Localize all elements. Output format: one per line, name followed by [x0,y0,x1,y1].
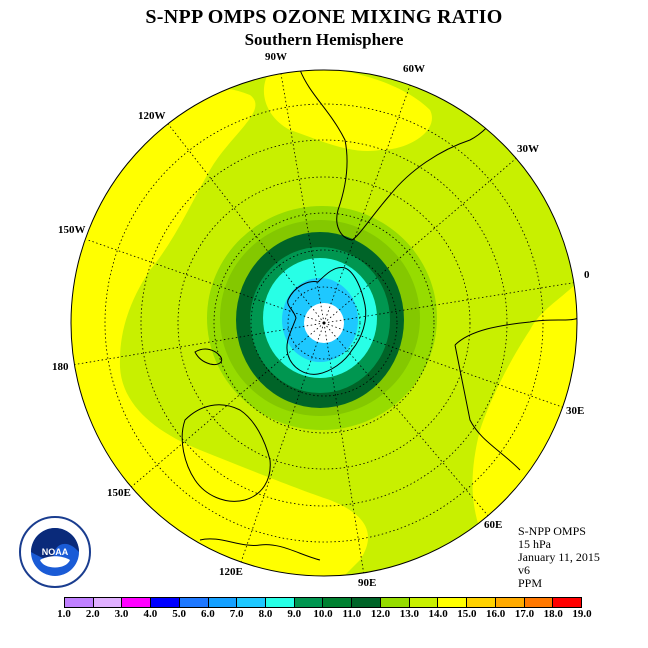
colorbar-swatch [237,597,267,608]
colorbar-swatch [380,597,410,608]
colorbar-swatch [266,597,295,608]
colorbar-swatch [294,597,324,608]
lon-label-90w: 90W [265,51,287,63]
lon-label-150w: 150W [58,224,86,236]
colorbar-swatch [409,597,439,608]
south-pole-marker [322,321,326,325]
colorbar-tick-label: 13.0 [399,608,419,620]
antarctica-coast [286,266,367,375]
colorbar-tick-label: 14.0 [428,608,448,620]
colorbar-tick-label: 3.0 [114,608,129,620]
pressure-level-label: 15 hPa [518,537,551,551]
version-label: v6 [518,563,530,577]
colorbar-swatch [208,597,238,608]
colorbar-tick-label: 19.0 [572,608,592,620]
instrument-label: S-NPP OMPS [518,524,586,538]
meridians [71,70,577,576]
colorbar-tick-label: 16.0 [486,608,506,620]
noaa-logo: NOAA [19,516,91,588]
lon-label-90e: 90E [358,577,377,589]
lon-label-0: 0 [584,269,590,281]
indonesia-coast [199,538,321,561]
lon-label-150e: 150E [107,487,131,499]
colorbar-tick-label: 9.0 [287,608,302,620]
colorbar-swatch [64,597,94,608]
field-13-14-north [264,70,432,151]
lon-label-30e: 30E [566,405,585,417]
field-13-14-west [71,86,369,576]
colorbar-tick-label: 12.0 [370,608,391,620]
colorbar-swatch [179,597,209,608]
colorbar-tick-label: 15.0 [457,608,477,620]
new-zealand-coast [194,348,223,365]
colorbar-swatch [524,597,554,608]
page-title: S-NPP OMPS OZONE MIXING RATIO [145,6,503,28]
latitude-circles [104,103,544,543]
colorbar-tick-label: 6.0 [201,608,215,620]
colorbar-swatch [495,597,525,608]
south-america-coast [299,70,521,241]
colorbar-tick-label: 18.0 [543,608,563,620]
colorbar-tick-label: 17.0 [514,608,535,620]
lon-label-120w: 120W [138,110,166,122]
lon-label-60w: 60W [403,63,425,75]
units-label: PPM [518,576,543,590]
lon-label-120e: 120E [219,566,243,578]
colorbar-swatch [151,597,180,608]
colorbar-tick-label: 5.0 [172,608,186,620]
svg-text:NOAA: NOAA [42,547,69,557]
colorbar-tick-label: 11.0 [342,608,362,620]
colorbar-swatch [323,597,353,608]
colorbar-tick-label: 8.0 [258,608,273,620]
metadata-block: S-NPP OMPS 15 hPa January 11, 2015 v6 PP… [518,525,600,590]
colorbar-swatch [553,597,582,608]
colorbar-tick-label: 4.0 [143,608,158,620]
lon-label-30w: 30W [517,143,539,155]
coastlines [181,70,577,561]
colorbar-tick-label: 2.0 [85,608,100,620]
africa-coast [454,317,577,471]
colorbar-swatch [93,597,123,608]
colorbar-swatch [438,597,468,608]
australia-coast [181,404,271,502]
colorbar-swatch [352,597,381,608]
map-boundary [70,69,578,577]
colorbar-tick-label: 1.0 [57,608,71,620]
colorbar [64,597,582,609]
date-label: January 11, 2015 [518,550,600,564]
colorbar-tick-label: 7.0 [229,608,244,620]
colorbar-swatch [467,597,496,608]
colorbar-tick-label: 10.0 [313,608,333,620]
page-subtitle: Southern Hemisphere [244,30,404,49]
lon-label-180: 180 [52,361,69,373]
lon-label-60e: 60E [484,519,503,531]
colorbar-swatch [122,597,152,608]
